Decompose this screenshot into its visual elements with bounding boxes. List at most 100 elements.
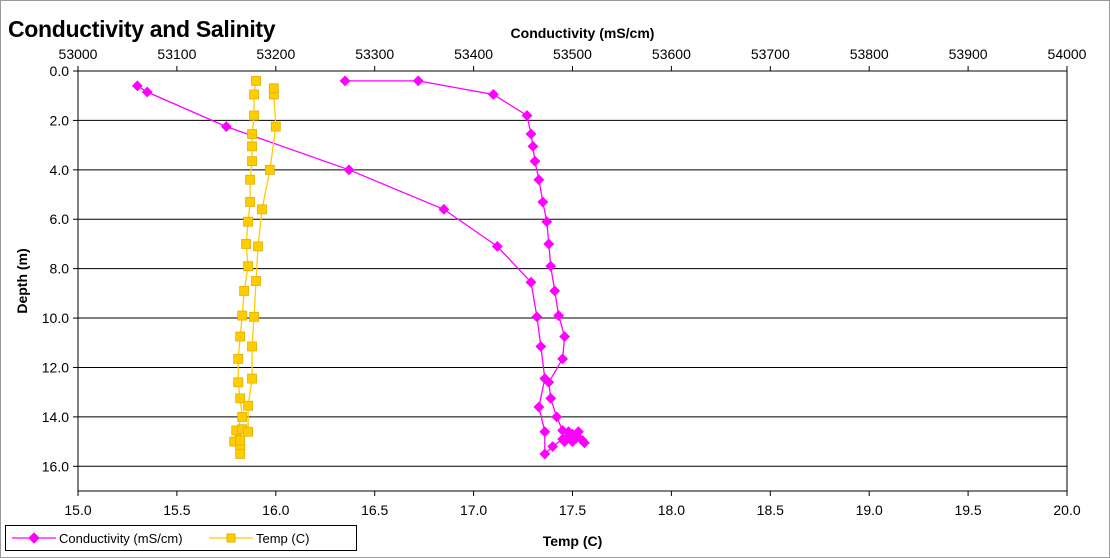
temp-point [253, 241, 263, 252]
temp-point [247, 341, 257, 352]
legend-square-marker-icon [209, 533, 253, 543]
y-axis-title: Depth (m) [14, 248, 30, 313]
y-tick-label: 16.0 [42, 458, 69, 474]
temp-point [237, 310, 248, 321]
temp-point [243, 400, 254, 411]
temp-point [264, 164, 275, 175]
temp-point [249, 110, 259, 121]
temp-point [245, 174, 255, 185]
x-top-tick-label: 53600 [652, 46, 691, 62]
y-tick-label: 0.0 [50, 63, 70, 79]
temp-point [251, 75, 261, 86]
x-bottom-tick-label: 18.0 [658, 502, 685, 518]
x-bottom-tick-label: 16.0 [262, 502, 289, 518]
temp-point [247, 156, 257, 167]
conductivity-point [525, 128, 537, 140]
temp-point [239, 285, 250, 296]
x-top-axis-title: Conductivity (mS/cm) [511, 25, 655, 41]
conductivity-point [559, 331, 571, 343]
temp-point [247, 141, 257, 152]
legend-label-temp: Temp (C) [256, 530, 310, 546]
legend-diamond-marker-icon [12, 532, 56, 544]
conductivity-point [539, 373, 551, 385]
temp-point [243, 261, 254, 272]
conductivity-point [491, 240, 503, 252]
conductivity-point [141, 86, 153, 98]
x-top-tick-label: 53800 [850, 46, 889, 62]
conductivity-point [343, 164, 355, 176]
conductivity-point [557, 353, 569, 365]
x-bottom-tick-label: 18.5 [757, 502, 784, 518]
temp-point [235, 331, 246, 342]
x-top-tick-label: 53700 [751, 46, 790, 62]
temp-point [241, 239, 252, 249]
x-bottom-tick-label: 15.0 [64, 502, 91, 518]
temp-point [247, 129, 257, 139]
y-tick-label: 10.0 [42, 310, 69, 326]
x-bottom-tick-label: 17.5 [559, 502, 586, 518]
temp-point [243, 426, 254, 437]
x-top-tick-label: 53200 [256, 46, 295, 62]
conductivity-point [533, 401, 545, 413]
chart-title: Conductivity and Salinity [8, 16, 276, 42]
x-bottom-tick-label: 19.0 [856, 502, 883, 518]
x-bottom-tick-label: 16.5 [361, 502, 388, 518]
conductivity-point [537, 196, 549, 208]
x-top-tick-label: 53000 [59, 46, 98, 62]
conductivity-point [557, 433, 569, 445]
y-tick-label: 6.0 [50, 211, 70, 227]
x-bottom-axis-title: Temp (C) [543, 533, 603, 549]
conductivity-point [529, 155, 541, 167]
conductivity-point [545, 392, 557, 404]
conductivity-point [547, 441, 559, 452]
x-bottom-tick-label: 17.0 [460, 502, 487, 518]
conductivity-point [220, 121, 232, 133]
plot-area-border [77, 70, 1068, 492]
x-top-tick-label: 53100 [157, 46, 196, 62]
temp-point [243, 216, 254, 227]
conductivity-point [131, 80, 143, 92]
x-top-tick-label: 53300 [355, 46, 394, 62]
conductivity-point [521, 110, 533, 121]
conductivity-point [438, 203, 450, 215]
temp-point [237, 411, 248, 422]
temp-point [247, 373, 257, 384]
conductivity-point [551, 411, 563, 423]
y-tick-label: 8.0 [50, 261, 70, 277]
temp-point [235, 435, 246, 446]
conductivity-point [525, 276, 537, 288]
conductivity-point [539, 426, 551, 438]
conductivity-point [533, 174, 545, 186]
legend-item-temp: Temp (C) [209, 526, 309, 550]
temp-point [270, 121, 281, 132]
conductivity-point [487, 89, 499, 100]
x-bottom-tick-label: 15.5 [163, 502, 190, 518]
x-top-tick-label: 53500 [553, 46, 592, 62]
conductivity-point [545, 260, 557, 272]
x-bottom-tick-label: 19.5 [954, 502, 981, 518]
temp-point [251, 276, 261, 286]
conductivity-point [576, 434, 588, 446]
x-top-tick-label: 53400 [454, 46, 493, 62]
temp-point [233, 353, 244, 364]
temp-point [245, 197, 255, 207]
conductivity-point [539, 448, 551, 460]
y-tick-label: 14.0 [42, 409, 69, 425]
conductivity-point [541, 216, 553, 228]
temp-point [233, 377, 244, 388]
conductivity-point [531, 311, 543, 323]
y-tick-label: 4.0 [50, 162, 70, 178]
y-tick-label: 2.0 [50, 112, 70, 128]
conductivity-point [549, 285, 561, 297]
x-top-tick-label: 53900 [949, 46, 988, 62]
conductivity-point [535, 341, 547, 352]
legend-label-conductivity: Conductivity (mS/cm) [59, 530, 183, 546]
legend-item-conductivity: Conductivity (mS/cm) [12, 526, 183, 550]
temp-point [257, 204, 267, 215]
y-tick-label: 12.0 [42, 359, 69, 375]
conductivity-point [527, 140, 539, 152]
conductivity-point [339, 75, 351, 87]
series-line-0 [136, 80, 587, 456]
temp-point [268, 83, 279, 94]
